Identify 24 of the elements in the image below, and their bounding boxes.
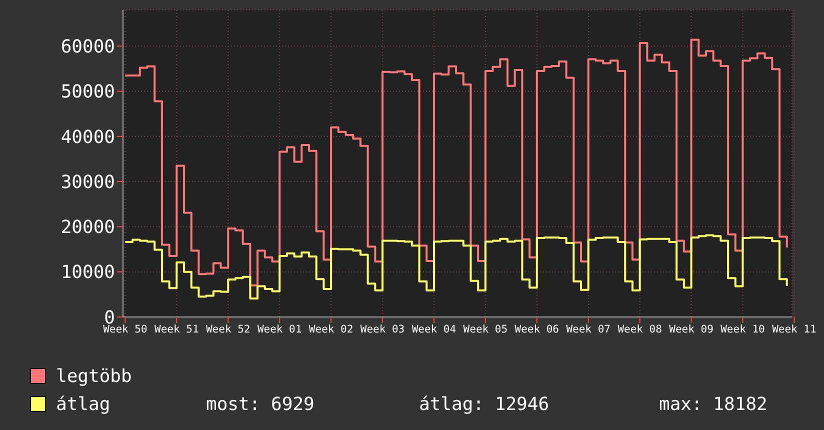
x-tick-label: Week 51	[154, 323, 199, 336]
text: max: 18182	[659, 394, 768, 414]
x-tick-label: Week 09	[669, 323, 714, 336]
x-tick-label: Week 01	[257, 323, 302, 336]
y-tick-label: 40000	[60, 126, 115, 148]
x-tick-label: Week 07	[566, 323, 610, 336]
y-tick-label: 10000	[60, 262, 115, 284]
legend-label: átlag	[56, 394, 112, 414]
x-tick-label: Week 06	[514, 323, 560, 336]
text: átlag: 12946	[419, 394, 550, 414]
text: most: 6929	[206, 394, 316, 414]
x-tick-label: Week 08	[618, 323, 662, 336]
x-tick-label: Week 02	[308, 323, 354, 336]
x-tick-label: Week 04	[412, 323, 456, 336]
x-tick-label: Week 11	[772, 323, 816, 336]
x-tick-label: Week 10	[720, 323, 765, 336]
x-tick-label: Week 05	[463, 323, 508, 336]
y-tick-label: 20000	[60, 217, 115, 238]
y-tick-label: 30000	[60, 172, 115, 193]
x-tick-label: Week 03	[360, 323, 405, 336]
legend-label: legtöbb	[56, 366, 133, 386]
y-tick-label: 50000	[60, 82, 115, 103]
x-tick-label: Week 52	[206, 323, 250, 336]
y-tick-label: 60000	[60, 36, 115, 58]
